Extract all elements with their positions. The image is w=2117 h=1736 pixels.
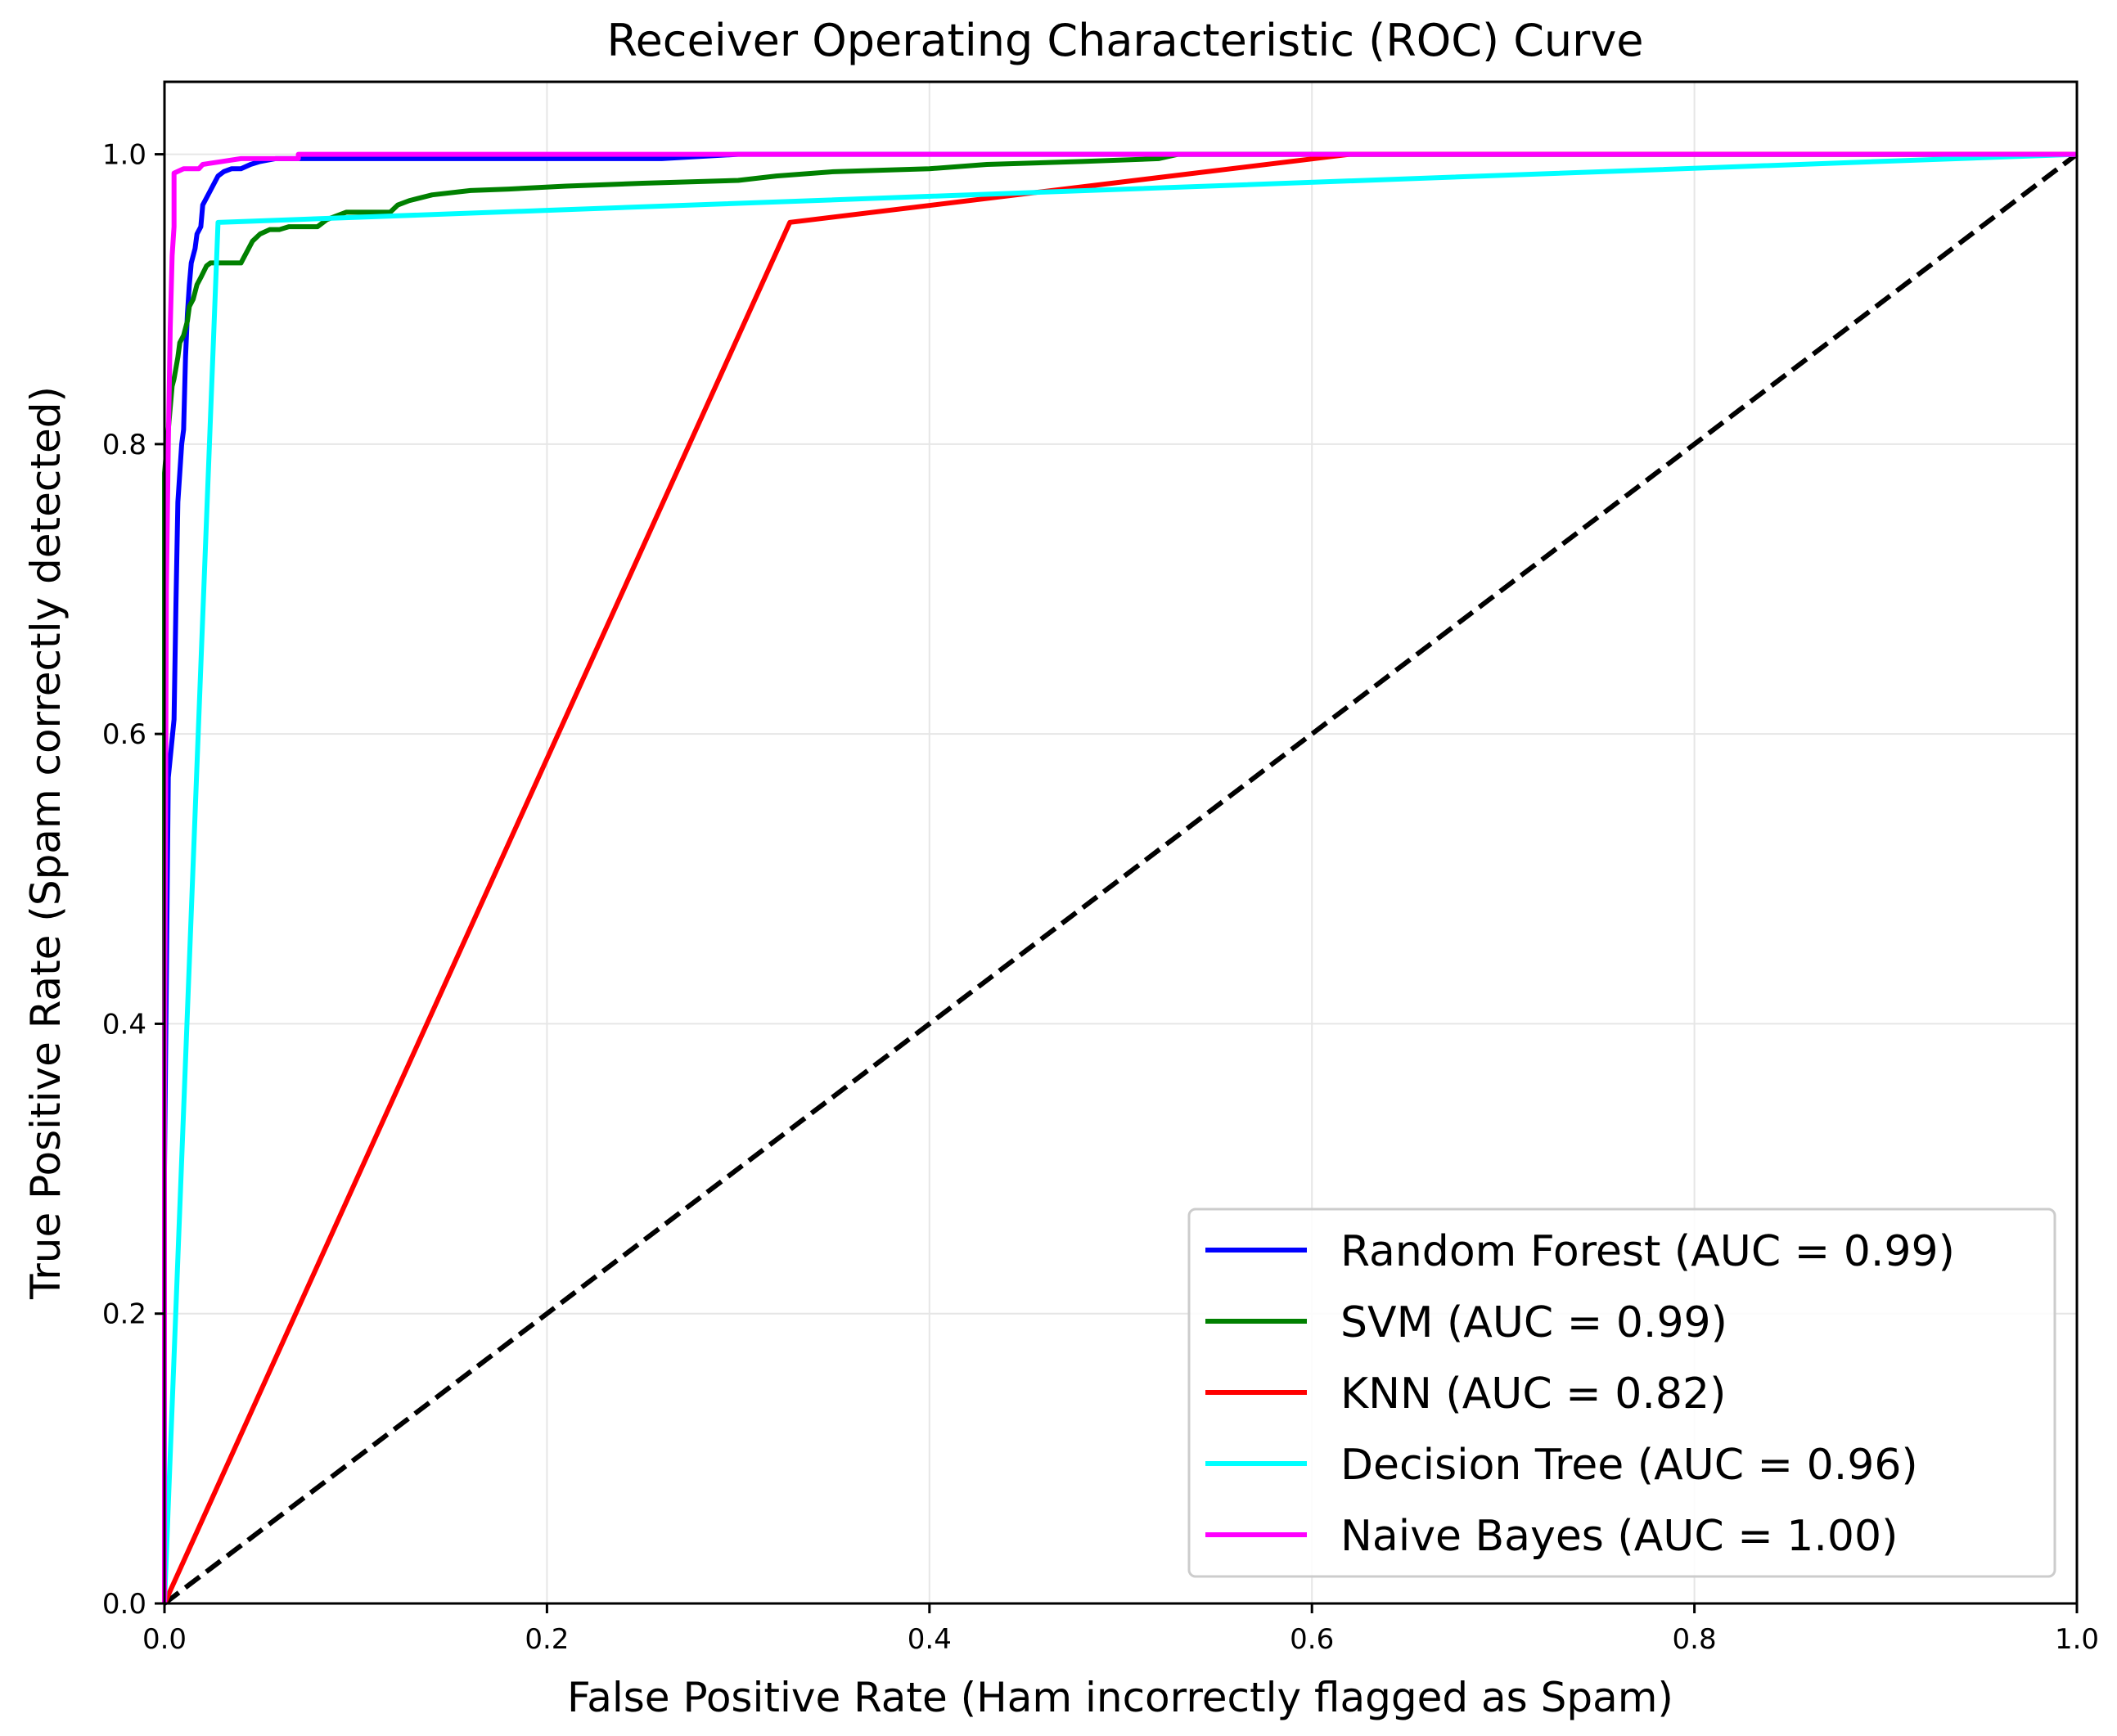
series-line-1 — [162, 151, 2077, 1603]
y-axis-ticks: 0.0 0.2 0.4 0.6 0.8 1.0 — [102, 139, 164, 1621]
legend-label-2: KNN (AUC = 0.82) — [1340, 1369, 1726, 1419]
x-tick-label-1: 0.2 — [525, 1623, 569, 1656]
chart-title: Receiver Operating Characteristic (ROC) … — [606, 15, 1643, 66]
series-line-0 — [162, 151, 2077, 1603]
legend-label-0: Random Forest (AUC = 0.99) — [1340, 1227, 1955, 1276]
plot-frame — [163, 80, 2079, 1605]
y-tick-label-0: 0.0 — [102, 1588, 146, 1621]
y-axis-label: True Positive Rate (Spam correctly detec… — [22, 386, 70, 1300]
legend-label-3: Decision Tree (AUC = 0.96) — [1340, 1441, 1918, 1490]
x-tick-label-3: 0.6 — [1290, 1623, 1334, 1656]
legend-label-1: SVM (AUC = 0.99) — [1340, 1298, 1727, 1347]
x-tick-label-4: 0.8 — [1673, 1623, 1717, 1656]
x-tick-label-0: 0.0 — [142, 1623, 187, 1656]
y-tick-label-3: 0.6 — [102, 718, 146, 751]
x-axis-label: False Positive Rate (Ham incorrectly fla… — [567, 1674, 1673, 1721]
legend: Random Forest (AUC = 0.99) SVM (AUC = 0.9… — [1187, 1208, 2056, 1578]
series-line-3 — [162, 151, 2078, 1604]
series-line-reference-diagonal — [163, 152, 2079, 1606]
grid — [164, 82, 2078, 1604]
plot-series — [162, 151, 2079, 1606]
y-tick-label-5: 1.0 — [102, 139, 146, 172]
x-tick-label-2: 0.4 — [908, 1623, 952, 1656]
legend-box — [1187, 1208, 2056, 1578]
series-line-4 — [162, 151, 2077, 1603]
y-tick-label-4: 0.8 — [102, 429, 146, 461]
y-tick-label-1: 0.2 — [102, 1298, 146, 1331]
legend-label-4: Naive Bayes (AUC = 1.00) — [1340, 1512, 1898, 1561]
x-tick-label-5: 1.0 — [2055, 1623, 2099, 1656]
y-tick-label-2: 0.4 — [102, 1008, 146, 1041]
x-axis-ticks: 0.0 0.2 0.4 0.6 0.8 1.0 — [142, 1603, 2099, 1656]
